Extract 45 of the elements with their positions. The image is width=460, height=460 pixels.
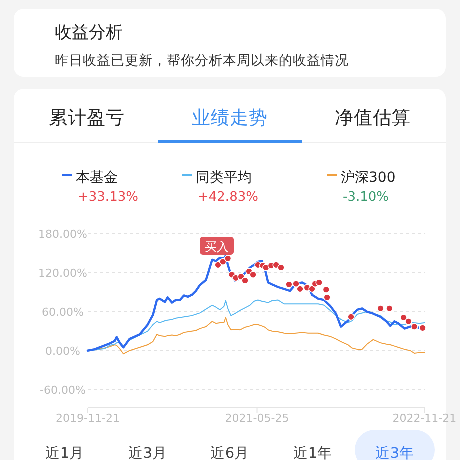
legend-label: 同类平均 — [196, 170, 252, 186]
y-tick-label: 60.00% — [42, 306, 84, 319]
text: 累计盈亏 — [49, 108, 125, 129]
point — [322, 286, 330, 294]
x-tick-label: 2021-05-25 — [225, 412, 290, 425]
text: 近3月 — [128, 445, 168, 460]
point — [377, 305, 384, 312]
point — [224, 255, 232, 262]
text: 净值估算 — [335, 108, 411, 129]
point — [286, 281, 293, 288]
point — [214, 262, 222, 269]
point — [308, 286, 316, 293]
text: +33.13% — [78, 190, 138, 205]
text: +42.83% — [198, 190, 258, 205]
point — [405, 318, 412, 326]
point — [348, 314, 355, 321]
point — [410, 323, 418, 330]
chart-subtitle: 昨日收益已更新，帮你分析本周以来的收益情况 — [55, 53, 349, 69]
y-tick-label: 120.00% — [38, 266, 88, 280]
text: 近1年 — [293, 445, 333, 460]
x-tick-label: 2019-11-21 — [56, 412, 120, 425]
point — [400, 314, 408, 322]
y-tick-label: -60.00% — [40, 384, 86, 397]
text: 近1月 — [45, 445, 85, 460]
point — [324, 294, 331, 302]
point — [292, 280, 300, 288]
point — [220, 258, 227, 266]
point — [242, 277, 249, 284]
text: 近6月 — [210, 445, 250, 460]
text: 近3年 — [375, 445, 415, 460]
point — [296, 286, 304, 293]
legend-label: 沪深300 — [341, 170, 396, 186]
text: 业绩走势 — [192, 108, 268, 129]
point — [419, 324, 426, 332]
x-tick-label: 2022-11-21 — [392, 412, 457, 425]
annotation: 买入 — [205, 240, 230, 254]
point — [316, 279, 323, 286]
point — [250, 271, 257, 279]
legend-label: 本基金 — [76, 170, 118, 186]
point — [278, 264, 285, 272]
text: -3.10% — [343, 190, 389, 205]
y-tick-label: 180.00% — [38, 228, 88, 241]
y-tick-label: 0.00% — [46, 344, 80, 358]
chart-title: 收益分析 — [55, 23, 123, 43]
point — [386, 305, 394, 312]
